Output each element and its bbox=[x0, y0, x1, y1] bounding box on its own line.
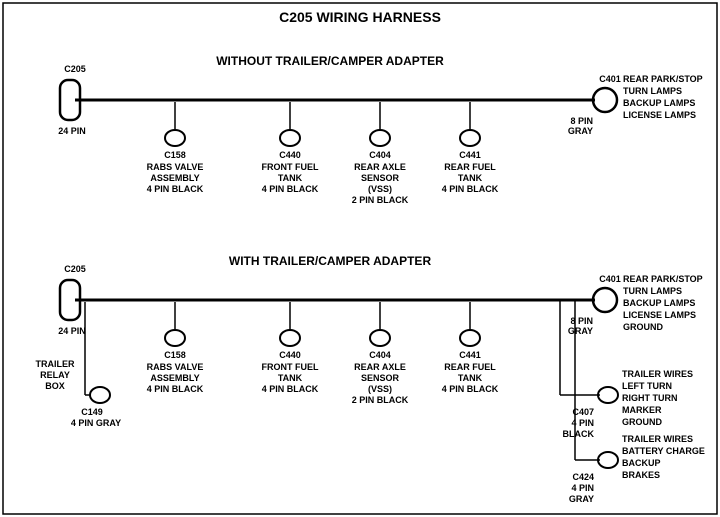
svg-text:TANK: TANK bbox=[278, 373, 303, 383]
svg-text:C158: C158 bbox=[164, 350, 186, 360]
svg-text:(VSS): (VSS) bbox=[368, 184, 392, 194]
svg-text:GRAY: GRAY bbox=[568, 326, 593, 336]
svg-text:C205: C205 bbox=[64, 64, 86, 74]
svg-text:TANK: TANK bbox=[278, 173, 303, 183]
svg-text:4 PIN BLACK: 4 PIN BLACK bbox=[262, 384, 319, 394]
svg-text:RABS VALVE: RABS VALVE bbox=[147, 162, 204, 172]
svg-text:TRAILER WIRES: TRAILER WIRES bbox=[622, 434, 693, 444]
svg-text:C205: C205 bbox=[64, 264, 86, 274]
svg-text:TANK: TANK bbox=[458, 173, 483, 183]
svg-text:4 PIN BLACK: 4 PIN BLACK bbox=[147, 184, 204, 194]
connector-C158 bbox=[165, 130, 185, 146]
svg-text:REAR AXLE: REAR AXLE bbox=[354, 162, 406, 172]
connector-C424 bbox=[598, 452, 618, 468]
svg-text:ASSEMBLY: ASSEMBLY bbox=[150, 173, 199, 183]
svg-text:WITHOUT TRAILER/CAMPER ADAPT: WITHOUT TRAILER/CAMPER ADAPTER bbox=[216, 54, 444, 68]
svg-text:C440: C440 bbox=[279, 350, 301, 360]
svg-text:LICENSE LAMPS: LICENSE LAMPS bbox=[623, 310, 696, 320]
svg-text:8 PIN: 8 PIN bbox=[570, 316, 593, 326]
svg-text:C404: C404 bbox=[369, 150, 391, 160]
svg-text:BOX: BOX bbox=[45, 381, 65, 391]
svg-text:4 PIN: 4 PIN bbox=[571, 483, 594, 493]
svg-text:(VSS): (VSS) bbox=[368, 384, 392, 394]
svg-text:C440: C440 bbox=[279, 150, 301, 160]
connector-C158 bbox=[165, 330, 185, 346]
svg-text:TANK: TANK bbox=[458, 373, 483, 383]
svg-text:C149: C149 bbox=[81, 407, 103, 417]
svg-text:2 PIN BLACK: 2 PIN BLACK bbox=[352, 195, 409, 205]
svg-text:FRONT FUEL: FRONT FUEL bbox=[262, 162, 319, 172]
svg-text:BRAKES: BRAKES bbox=[622, 470, 660, 480]
svg-text:C401: C401 bbox=[599, 74, 621, 84]
svg-text:LICENSE LAMPS: LICENSE LAMPS bbox=[623, 110, 696, 120]
svg-text:GROUND: GROUND bbox=[623, 322, 663, 332]
svg-text:TURN LAMPS: TURN LAMPS bbox=[623, 286, 682, 296]
svg-text:4 PIN BLACK: 4 PIN BLACK bbox=[147, 384, 204, 394]
svg-text:2 PIN BLACK: 2 PIN BLACK bbox=[352, 395, 409, 405]
svg-text:GRAY: GRAY bbox=[569, 494, 594, 504]
svg-text:4 PIN BLACK: 4 PIN BLACK bbox=[262, 184, 319, 194]
svg-text:BACKUP LAMPS: BACKUP LAMPS bbox=[623, 98, 695, 108]
svg-text:4 PIN BLACK: 4 PIN BLACK bbox=[442, 384, 499, 394]
svg-text:24 PIN: 24 PIN bbox=[58, 126, 86, 136]
svg-text:REAR FUEL: REAR FUEL bbox=[444, 362, 496, 372]
svg-text:SENSOR: SENSOR bbox=[361, 373, 400, 383]
svg-text:RABS VALVE: RABS VALVE bbox=[147, 362, 204, 372]
svg-text:24 PIN: 24 PIN bbox=[58, 326, 86, 336]
svg-text:8 PIN: 8 PIN bbox=[570, 116, 593, 126]
svg-text:REAR AXLE: REAR AXLE bbox=[354, 362, 406, 372]
svg-text:BLACK: BLACK bbox=[563, 429, 595, 439]
svg-text:C401: C401 bbox=[599, 274, 621, 284]
svg-text:4 PIN BLACK: 4 PIN BLACK bbox=[442, 184, 499, 194]
svg-text:REAR PARK/STOP: REAR PARK/STOP bbox=[623, 74, 703, 84]
svg-text:WITH TRAILER/CAMPER ADAPTER: WITH TRAILER/CAMPER ADAPTER bbox=[229, 254, 432, 268]
connector-C407 bbox=[598, 387, 618, 403]
svg-text:RIGHT TURN: RIGHT TURN bbox=[622, 393, 678, 403]
svg-text:FRONT FUEL: FRONT FUEL bbox=[262, 362, 319, 372]
connector-C149 bbox=[90, 387, 110, 403]
connector-C404 bbox=[370, 330, 390, 346]
svg-text:C424: C424 bbox=[572, 472, 594, 482]
svg-text:C441: C441 bbox=[459, 150, 481, 160]
connector-C440 bbox=[280, 330, 300, 346]
connector-C440 bbox=[280, 130, 300, 146]
connector-C401 bbox=[593, 288, 617, 312]
svg-text:BACKUP LAMPS: BACKUP LAMPS bbox=[623, 298, 695, 308]
svg-text:C441: C441 bbox=[459, 350, 481, 360]
svg-text:RELAY: RELAY bbox=[40, 370, 70, 380]
svg-text:TRAILER WIRES: TRAILER WIRES bbox=[622, 369, 693, 379]
svg-text:BATTERY CHARGE: BATTERY CHARGE bbox=[622, 446, 705, 456]
svg-text:LEFT TURN: LEFT TURN bbox=[622, 381, 672, 391]
svg-text:GROUND: GROUND bbox=[622, 417, 662, 427]
connector-C404 bbox=[370, 130, 390, 146]
connector-C401 bbox=[593, 88, 617, 112]
svg-text:C158: C158 bbox=[164, 150, 186, 160]
svg-text:BACKUP: BACKUP bbox=[622, 458, 661, 468]
svg-text:SENSOR: SENSOR bbox=[361, 173, 400, 183]
connector-C441 bbox=[460, 130, 480, 146]
svg-text:C205 WIRING HARNESS: C205 WIRING HARNESS bbox=[279, 9, 441, 25]
svg-text:C404: C404 bbox=[369, 350, 391, 360]
svg-text:4 PIN GRAY: 4 PIN GRAY bbox=[71, 418, 121, 428]
svg-text:ASSEMBLY: ASSEMBLY bbox=[150, 373, 199, 383]
svg-text:TRAILER: TRAILER bbox=[36, 359, 75, 369]
svg-text:REAR PARK/STOP: REAR PARK/STOP bbox=[623, 274, 703, 284]
svg-text:GRAY: GRAY bbox=[568, 126, 593, 136]
connector-C441 bbox=[460, 330, 480, 346]
svg-text:REAR FUEL: REAR FUEL bbox=[444, 162, 496, 172]
svg-text:MARKER: MARKER bbox=[622, 405, 662, 415]
svg-text:TURN LAMPS: TURN LAMPS bbox=[623, 86, 682, 96]
